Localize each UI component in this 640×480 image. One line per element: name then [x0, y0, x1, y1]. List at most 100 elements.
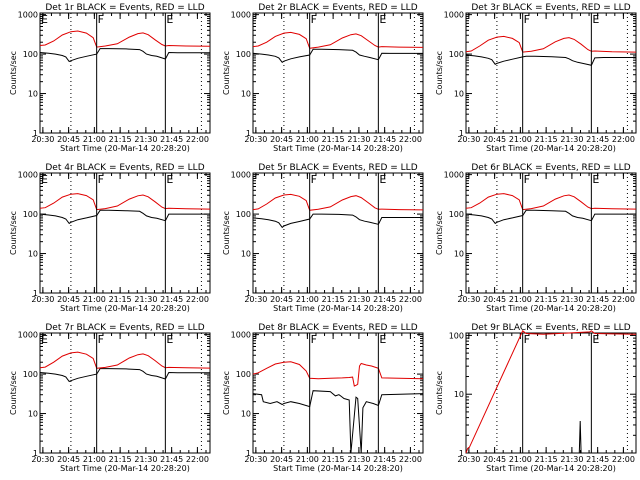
- y-tick-label: 1: [33, 449, 38, 458]
- x-axis-label: Start Time (20-Mar-14 20:28:20): [486, 144, 616, 153]
- series-lld-line: [465, 35, 637, 53]
- x-tick-label: 21:00: [296, 135, 319, 144]
- y-tick-label: 1000: [18, 171, 38, 180]
- y-tick-label: 1: [459, 129, 464, 138]
- series-lld-line: [252, 31, 424, 49]
- y-tick-label: 1000: [231, 171, 251, 180]
- y-tick-label: 100: [449, 210, 464, 219]
- y-tick-label: 1000: [444, 11, 464, 20]
- y-tick-label: 1000: [18, 11, 38, 20]
- x-tick-label: 20:30: [31, 295, 54, 304]
- x-axis-label: Start Time (20-Mar-14 20:28:20): [60, 304, 190, 313]
- series-lld-line: [465, 193, 637, 211]
- x-tick-label: 21:30: [560, 135, 583, 144]
- panel-title: Det 7r BLACK = Events, RED = LLD: [45, 323, 204, 333]
- plot-frame: [465, 172, 637, 294]
- mode-marker-label: E: [379, 173, 386, 186]
- y-axis-label: Counts/sec: [222, 211, 231, 255]
- x-tick-label: 21:30: [134, 295, 157, 304]
- x-tick-label: 20:45: [270, 135, 293, 144]
- x-tick-label: 22:00: [186, 295, 209, 304]
- panel-title: Det 9r BLACK = Events, RED = LLD: [471, 323, 630, 333]
- x-tick-label: 21:00: [83, 295, 106, 304]
- y-tick-label: 1000: [231, 11, 251, 20]
- x-axis-label: Start Time (20-Mar-14 20:28:20): [273, 464, 403, 473]
- series-lld-line: [252, 361, 424, 387]
- panel-title: Det 3r BLACK = Events, RED = LLD: [471, 3, 630, 13]
- x-tick-label: 21:15: [322, 135, 345, 144]
- x-tick-label: 20:45: [57, 295, 80, 304]
- panel-det-5: Det 5r BLACK = Events, RED = LLD 1 10 100 10…: [222, 163, 424, 313]
- x-tick-label: 22:00: [186, 135, 209, 144]
- series-lld-line: [252, 193, 424, 211]
- x-tick-label: 22:00: [399, 455, 422, 464]
- y-tick-label: 10: [454, 250, 464, 259]
- x-tick-label: 21:15: [535, 295, 558, 304]
- series-lld-line: [39, 193, 211, 211]
- y-tick-label: 10: [241, 90, 251, 99]
- plot-frame: [465, 12, 637, 134]
- x-tick-label: 20:45: [57, 455, 80, 464]
- y-tick-label: 1000: [18, 331, 38, 340]
- x-tick-label: 21:45: [373, 295, 396, 304]
- y-tick-label: 1: [246, 129, 251, 138]
- y-tick-label: 1: [459, 289, 464, 298]
- mode-marker-label: E: [41, 173, 48, 186]
- panel-title: Det 2r BLACK = Events, RED = LLD: [258, 3, 417, 13]
- y-tick-label: 10: [454, 90, 464, 99]
- panel-det-3: Det 3r BLACK = Events, RED = LLD 1 10 100 10…: [435, 3, 637, 153]
- x-tick-label: 21:45: [586, 135, 609, 144]
- panel-det-8: Det 8r BLACK = Events, RED = LLD 1 10 100 10…: [222, 323, 424, 473]
- x-tick-label: 20:45: [270, 295, 293, 304]
- series-events-line: [39, 209, 210, 225]
- x-tick-label: 20:30: [457, 455, 480, 464]
- mode-marker-label: F: [311, 333, 317, 346]
- x-tick-label: 21:00: [83, 455, 106, 464]
- mode-marker-label: E: [592, 173, 599, 186]
- x-tick-label: 21:15: [109, 455, 132, 464]
- x-tick-label: 21:30: [560, 455, 583, 464]
- x-tick-label: 20:30: [457, 295, 480, 304]
- mode-marker-label: E: [166, 333, 173, 346]
- x-tick-label: 21:30: [347, 455, 370, 464]
- y-axis-label: Counts/sec: [9, 211, 18, 255]
- mode-marker-label: E: [379, 13, 386, 26]
- y-axis-label: Counts/sec: [9, 51, 18, 95]
- x-tick-label: 21:00: [296, 455, 319, 464]
- series-lld-line: [39, 30, 211, 48]
- x-tick-label: 20:30: [31, 455, 54, 464]
- y-tick-label: 1: [246, 449, 251, 458]
- mode-marker-label: E: [166, 13, 173, 26]
- x-tick-label: 21:00: [509, 455, 532, 464]
- x-axis-label: Start Time (20-Mar-14 20:28:20): [273, 304, 403, 313]
- x-tick-label: 21:45: [373, 135, 396, 144]
- x-tick-label: 20:45: [483, 135, 506, 144]
- y-axis-label: Counts/sec: [435, 51, 444, 95]
- y-tick-label: 100: [23, 370, 38, 379]
- x-axis-label: Start Time (20-Mar-14 20:28:20): [273, 144, 403, 153]
- x-axis-label: Start Time (20-Mar-14 20:28:20): [60, 144, 190, 153]
- x-tick-label: 22:00: [186, 455, 209, 464]
- mode-marker-label: F: [524, 13, 530, 26]
- panel-title: Det 5r BLACK = Events, RED = LLD: [258, 163, 417, 173]
- series-events-line: [252, 390, 424, 454]
- panel-title: Det 8r BLACK = Events, RED = LLD: [258, 323, 417, 333]
- x-tick-label: 21:15: [535, 455, 558, 464]
- x-tick-label: 21:30: [134, 455, 157, 464]
- y-axis-label: Counts/sec: [9, 371, 18, 415]
- y-tick-label: 1: [459, 449, 464, 458]
- series-events-line: [252, 48, 423, 63]
- x-tick-label: 21:15: [535, 135, 558, 144]
- mode-marker-label: E: [379, 333, 386, 346]
- x-axis-label: Start Time (20-Mar-14 20:28:20): [60, 464, 190, 473]
- mode-marker-label: E: [592, 13, 599, 26]
- plot-frame: [465, 332, 637, 454]
- x-tick-label: 22:00: [612, 455, 635, 464]
- mode-marker-label: E: [166, 173, 173, 186]
- y-tick-label: 100: [449, 331, 464, 340]
- panel-det-9: Det 9r BLACK = Events, RED = LLD 1 10 100 20…: [435, 323, 637, 473]
- y-tick-label: 100: [449, 50, 464, 59]
- panel-det-7: Det 7r BLACK = Events, RED = LLD 1 10 100 10…: [9, 323, 211, 473]
- plot-frame: [39, 332, 211, 454]
